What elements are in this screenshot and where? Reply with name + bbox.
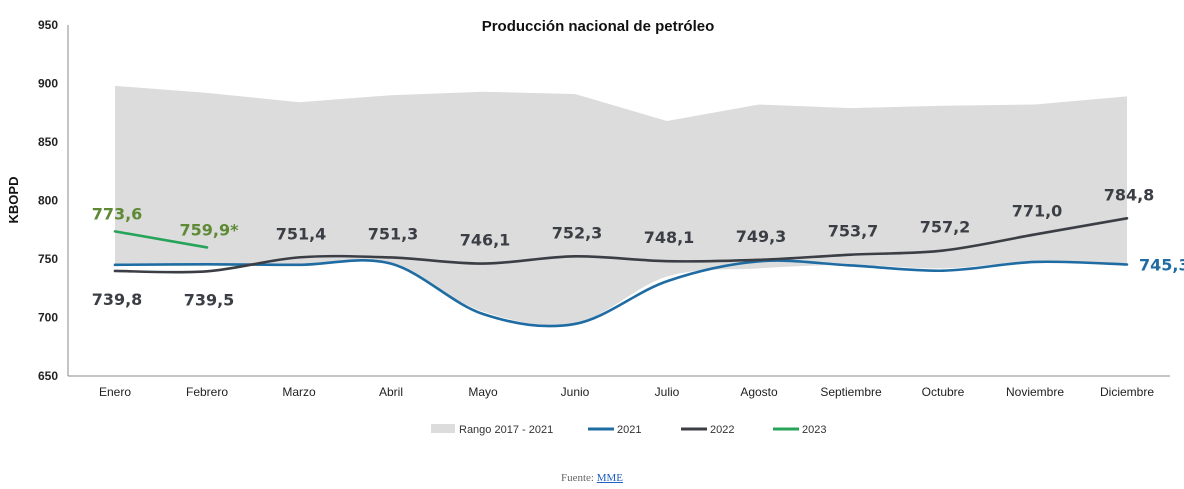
y-tick-label: 850 (38, 135, 58, 149)
y-tick-label: 800 (38, 194, 58, 208)
x-tick-label: Julio (655, 385, 680, 399)
data-label-2022: 746,1 (460, 231, 511, 250)
x-tick-label: Junio (561, 385, 590, 399)
x-tick-label: Abril (379, 385, 403, 399)
data-label-2022: 749,3 (736, 227, 787, 246)
chart-title: Producción nacional de petróleo (482, 18, 715, 35)
x-tick-label: Marzo (282, 385, 316, 399)
data-label-2023: 773,6 (92, 204, 143, 223)
data-label-2022: 757,2 (920, 218, 971, 237)
x-tick-label: Noviembre (1006, 385, 1064, 399)
data-label-2022: 784,8 (1104, 185, 1155, 204)
x-tick-label: Octubre (922, 385, 965, 399)
data-label-2022: 753,7 (828, 222, 879, 241)
legend-label-2021: 2021 (617, 424, 641, 436)
x-tick-label: Enero (99, 385, 131, 399)
legend-label-2023: 2023 (802, 424, 826, 436)
data-label-2022: 751,4 (276, 224, 327, 243)
data-label-2022: 739,5 (184, 290, 235, 309)
x-tick-label: Febrero (186, 385, 228, 399)
data-label-2021: 745,3 (1139, 255, 1184, 274)
y-tick-label: 700 (38, 311, 58, 325)
y-tick-label: 750 (38, 252, 58, 266)
x-tick-label: Septiembre (820, 385, 882, 399)
source-prefix: Fuente: (560, 472, 594, 484)
source-note: Fuente: MME (0, 472, 1184, 484)
legend-swatch-range (431, 424, 455, 433)
data-label-2022: 751,3 (368, 224, 419, 243)
x-tick-label: Mayo (468, 385, 498, 399)
data-label-2022: 771,0 (1012, 201, 1063, 220)
series-line-2022 (113, 216, 1129, 274)
y-tick-label: 900 (38, 77, 58, 91)
data-label-2023: 759,9* (180, 220, 240, 239)
series-line-2021 (113, 259, 1129, 328)
source-link[interactable]: MME (596, 472, 624, 484)
y-axis-label: KBOPD (6, 177, 21, 224)
legend-label-range: Rango 2017 - 2021 (459, 424, 553, 436)
data-label-2022: 748,1 (644, 228, 695, 247)
chart: 950 900 850 800 750 700 650 KBOPD Enero Febrero Ma… (6, 18, 1184, 436)
x-tick-label: Diciembre (1100, 385, 1154, 399)
x-tick-label: Agosto (740, 385, 778, 399)
series-line-2023 (113, 230, 209, 249)
y-tick-label: 950 (38, 18, 58, 32)
data-label-2022: 739,8 (92, 290, 143, 309)
legend-label-2022: 2022 (710, 424, 734, 436)
data-label-2022: 752,3 (552, 223, 603, 242)
y-tick-label: 650 (38, 369, 58, 383)
range-band (115, 85, 1127, 326)
